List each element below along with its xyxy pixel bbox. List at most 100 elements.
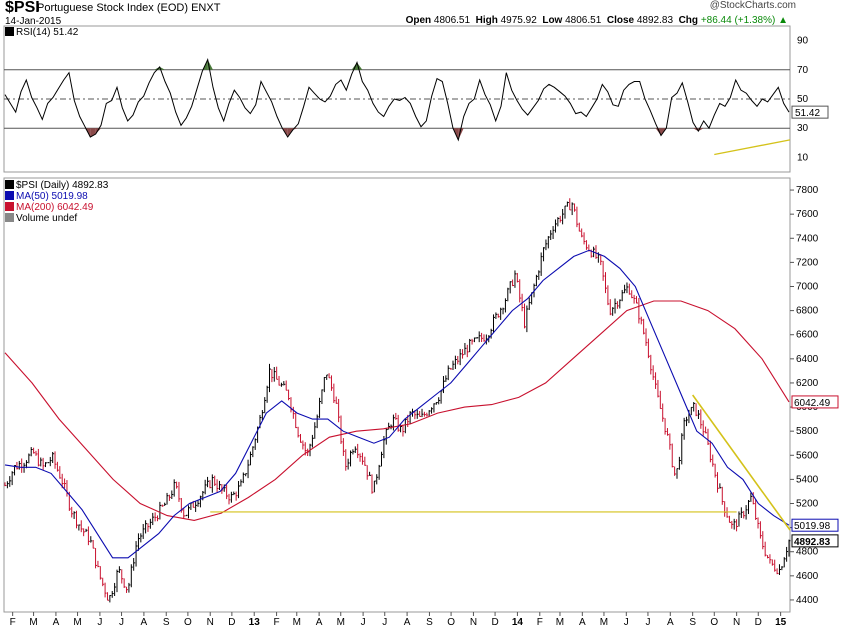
price-bars <box>4 198 791 603</box>
x-tick-label: N <box>207 617 214 628</box>
close-last-value: 4892.83 <box>794 537 831 548</box>
x-tick-label: A <box>667 617 674 628</box>
x-tick-label: N <box>470 617 477 628</box>
price-tick-label: 5400 <box>796 474 819 485</box>
price-tick-label: 4800 <box>796 547 819 558</box>
x-tick-label: A <box>53 617 60 628</box>
x-axis: F M A M J J A S O N D 13 F M A M J J A S O N D 14 F M A M J J A S O N D 15 <box>10 612 787 628</box>
x-tick-label: F <box>274 617 280 628</box>
ma200-last-value-box <box>791 395 839 409</box>
x-tick-label: J <box>97 617 102 628</box>
ma200-legend-text: MA(200) 6042.49 <box>16 202 94 213</box>
high-label: High <box>475 15 498 26</box>
chg-value: +86.44 (+1.38%) <box>700 15 776 26</box>
x-tick-label: J <box>645 617 650 628</box>
rsi-line <box>4 57 790 142</box>
x-tick-label: A <box>579 617 586 628</box>
low-value: 4806.51 <box>565 15 602 26</box>
x-tick-label: O <box>710 617 718 628</box>
rsi-legend: RSI(14) 51.42 <box>5 27 78 38</box>
x-tick-label: S <box>426 617 433 628</box>
x-tick-label: O <box>184 617 192 628</box>
rsi-oversold-fill <box>90 128 96 137</box>
x-tick-label: D <box>755 617 762 628</box>
brand-text: @StockCharts.com <box>709 0 796 11</box>
price-tick-label: 6400 <box>796 354 819 365</box>
ma50-last-value: 5019.98 <box>794 521 831 532</box>
ma50-swatch <box>5 191 14 200</box>
quote-date: 14-Jan-2015 <box>5 16 62 27</box>
ma200-swatch <box>5 202 14 211</box>
index-name: Portuguese Stock Index (EOD) ENXT <box>37 2 221 14</box>
close-label: Close <box>606 15 635 26</box>
rsi-tick-label: 10 <box>797 152 809 163</box>
x-tick-label: N <box>733 617 740 628</box>
price-tick-label: 4600 <box>796 571 819 582</box>
x-tick-label: F <box>537 617 543 628</box>
ma50-line <box>4 249 790 559</box>
price-tick-label: 4400 <box>796 595 819 606</box>
price-tick-label: 6600 <box>796 330 819 341</box>
rsi-tick-label: 90 <box>797 36 809 47</box>
ma50-legend: MA(50) 5019.98 <box>5 191 88 202</box>
rsi-tick-label: 50 <box>797 94 809 105</box>
price-tick-label: 6200 <box>796 378 819 389</box>
rsi-last-value: 51.42 <box>795 108 820 119</box>
rsi-last-value-box <box>791 105 829 119</box>
price-panel: 4400460048005000520054005600580060006200… <box>3 177 839 613</box>
close-value: 4892.83 <box>636 15 674 26</box>
x-tick-label: 15 <box>775 617 787 628</box>
ma200-legend: MA(200) 6042.49 <box>5 202 93 213</box>
rsi-panel: 10 30 50 70 90 51.42 <box>3 25 829 173</box>
x-tick-label: M <box>29 617 37 628</box>
price-legend-text: $PSI (Daily) 4892.83 <box>16 180 109 191</box>
x-tick-label: D <box>491 617 498 628</box>
price-frame <box>3 177 791 613</box>
brand-logo: @StockCharts.com <box>710 0 796 11</box>
x-tick-label: O <box>447 617 455 628</box>
x-tick-label: F <box>10 617 16 628</box>
x-tick-label: J <box>119 617 124 628</box>
close-last-value-box <box>791 534 839 548</box>
x-tick-label: M <box>600 617 608 628</box>
x-tick-label: J <box>624 617 629 628</box>
high-value: 4975.92 <box>500 15 537 26</box>
price-tick-label: 7800 <box>796 185 819 196</box>
x-tick-label: A <box>316 617 323 628</box>
ma50-legend-text: MA(50) 5019.98 <box>16 191 88 202</box>
price-tick-label: 6800 <box>796 306 819 317</box>
rsi-tick-label: 30 <box>797 123 809 134</box>
chg-label: Chg <box>678 15 699 26</box>
rsi-trend-line <box>714 139 791 156</box>
symbol: $PSI <box>5 0 40 16</box>
volume-legend: Volume undef <box>5 213 77 224</box>
volume-swatch <box>5 213 14 222</box>
rsi-tick-label: 70 <box>797 65 809 76</box>
rsi-overbought-fill <box>351 62 357 70</box>
open-value: 4806.51 <box>433 15 471 26</box>
x-tick-label: D <box>228 617 235 628</box>
ma200-last-value: 6042.49 <box>794 398 831 409</box>
price-legend: $PSI (Daily) 4892.83 <box>5 180 108 191</box>
x-tick-label: 14 <box>512 617 524 628</box>
x-tick-label: A <box>141 617 148 628</box>
low-label: Low <box>542 15 563 26</box>
x-tick-label: S <box>689 617 696 628</box>
x-tick-label: M <box>337 617 345 628</box>
x-tick-label: A <box>404 617 411 628</box>
price-tick-label: 5800 <box>796 426 819 437</box>
x-tick-label: M <box>556 617 564 628</box>
x-tick-label: M <box>73 617 81 628</box>
quote-summary: Open 4806.51 High 4975.92 Low 4806.51 Cl… <box>406 15 788 26</box>
price-tick-label: 7400 <box>796 233 819 244</box>
rsi-legend-text: RSI(14) 51.42 <box>16 27 79 38</box>
up-arrow-icon: ▲ <box>778 15 788 26</box>
price-tick-label: 7200 <box>796 257 819 268</box>
price-trend-line <box>692 394 791 531</box>
price-tick-label: 5600 <box>796 450 819 461</box>
rsi-oversold-fill <box>458 128 464 140</box>
x-tick-label: J <box>382 617 387 628</box>
price-tick-label: 7000 <box>796 282 819 293</box>
open-label: Open <box>405 15 432 26</box>
